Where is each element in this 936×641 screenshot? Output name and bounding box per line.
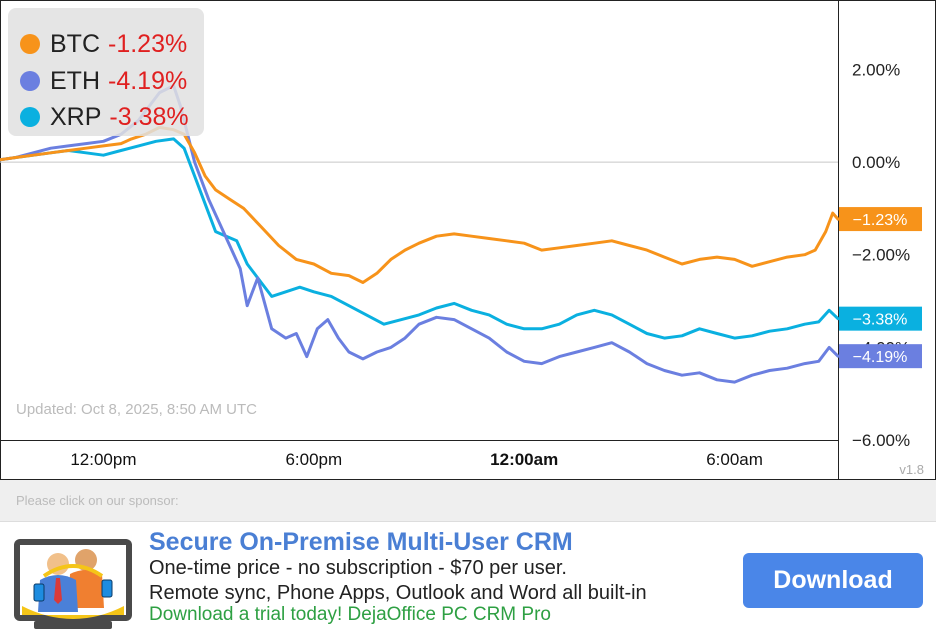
end-value-label-xrp: −3.38% [853,312,908,329]
end-value-label-btc: −1.23% [853,212,908,229]
y-tick-label: −6.00% [852,431,910,450]
y-tick-label: −2.00% [852,246,910,265]
x-tick-label: 6:00pm [285,450,342,469]
end-badge-eth [839,344,922,369]
legend-item-eth: ETH -4.19% [20,66,187,96]
x-tick-label: 12:00pm [70,450,136,469]
legend-name-btc: BTC [50,29,100,58]
legend-change-btc: -1.23% [108,29,188,58]
price-chart: 2.00%0.00%−2.00%−4.00%−6.00%12:00pm6:00p… [0,0,936,480]
x-tick-label: 12:00am [490,450,558,469]
legend-name-xrp: XRP [50,102,102,131]
legend-name-eth: ETH [50,66,100,95]
chart-canvas: 2.00%0.00%−2.00%−4.00%−6.00%12:00pm6:00p… [0,0,936,480]
version-label: v1.8 [899,462,924,477]
x-tick-label: 6:00am [706,450,763,469]
legend-marker-xrp [20,107,40,127]
legend-change-eth: -4.19% [108,66,188,95]
series-line-xrp [0,137,840,340]
download-button[interactable]: Download [743,553,923,608]
y-tick-label: 2.00% [852,60,900,79]
chart-legend: BTC -1.23% ETH -4.19% XRP -3.38% [8,8,204,136]
updated-timestamp: Updated: Oct 8, 2025, 8:50 AM UTC [16,401,257,418]
end-value-label-eth: −4.19% [853,349,908,366]
legend-marker-eth [20,71,40,91]
ad-pricing-text: One-time price - no subscription - $70 p… [149,557,567,579]
ad-trial-link[interactable]: Download a trial today! DejaOffice PC CR… [149,604,551,625]
crm-people-with-phones-logo[interactable] [12,536,134,632]
legend-item-xrp: XRP -3.38% [20,102,189,132]
legend-item-btc: BTC -1.23% [20,29,187,59]
legend-marker-btc [20,34,40,54]
sponsor-note: Please click on our sponsor: [16,493,179,508]
end-badge-btc [839,207,922,232]
y-tick-label: 0.00% [852,153,900,172]
legend-change-xrp: -3.38% [109,102,189,131]
ad-features-text: Remote sync, Phone Apps, Outlook and Wor… [149,582,647,604]
end-badge-xrp [839,306,922,331]
ad-title-link[interactable]: Secure On-Premise Multi-User CRM [149,528,573,556]
